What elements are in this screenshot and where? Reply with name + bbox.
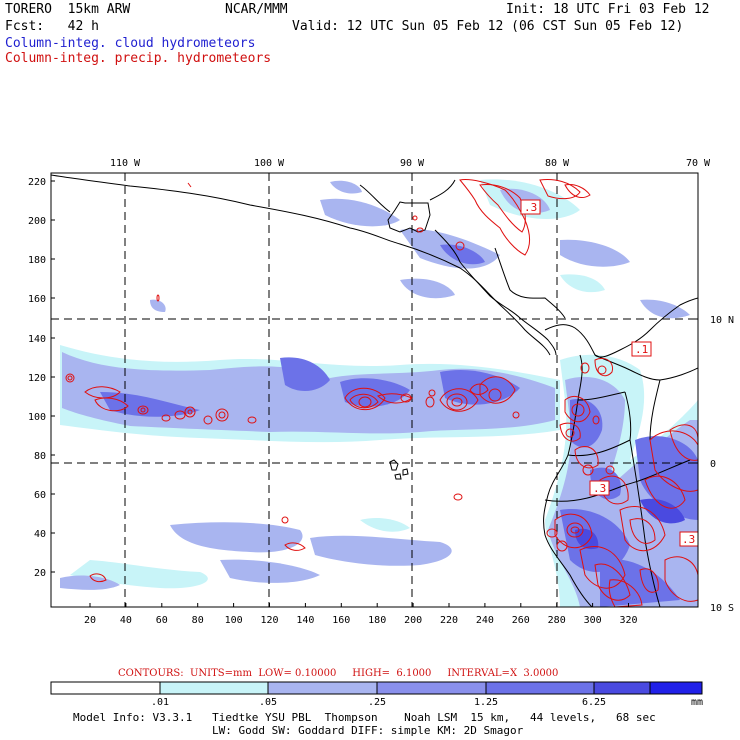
bottom-axis-label: 140 — [296, 615, 314, 626]
coastlines — [51, 174, 698, 607]
contour-label: .3 — [593, 482, 606, 495]
legend-break: .01 — [150, 697, 170, 708]
contour-labels: .3 .1 .3 .3 — [520, 199, 699, 547]
contour-info-high: HIGH= 6.1000 — [352, 668, 432, 679]
left-axis-label: 160 — [28, 294, 46, 305]
legend-colorbar — [50, 681, 703, 695]
legend-unit: mm — [690, 697, 704, 708]
top-axis-label: 110 W — [110, 158, 141, 169]
cloud-shading — [60, 179, 698, 607]
legend-swatch — [50, 681, 161, 695]
bottom-axis-label: 120 — [260, 615, 278, 626]
left-axis-label: 120 — [28, 373, 46, 384]
contour-info-interval: INTERVAL=X 3.0000 — [447, 668, 559, 679]
top-axis-label: 80 W — [545, 158, 570, 169]
legend-swatch — [593, 681, 651, 695]
bottom-axis-label: 200 — [404, 615, 422, 626]
organization: NCAR/MMM — [225, 2, 288, 17]
legend-swatch — [376, 681, 487, 695]
precip-contours — [65, 179, 698, 607]
model-title: TORERO 15km ARW — [5, 2, 131, 17]
forecast-hour: Fcst: 42 h — [5, 19, 99, 34]
contour-label: .3 — [682, 533, 695, 546]
right-axis-label: 10 N — [710, 315, 734, 326]
contour-label: .1 — [635, 343, 648, 356]
axis-ticks: 220 200 180 160 140 120 100 80 60 40 20 20 40 60 80 100… — [28, 158, 734, 626]
left-axis-label: 180 — [28, 255, 46, 266]
left-axis-label: 20 — [34, 568, 46, 579]
plot-frame — [50, 172, 699, 608]
model-physics: LW: Godd SW: Goddard DIFF: simple KM: 2D… — [212, 724, 524, 737]
graticule — [51, 173, 698, 607]
left-axis-label: 220 — [28, 177, 46, 188]
top-axis-label: 100 W — [254, 158, 285, 169]
left-axis-label: 60 — [34, 490, 46, 501]
bottom-axis-label: 220 — [440, 615, 458, 626]
legend-break: .05 — [258, 697, 278, 708]
bottom-axis-label: 320 — [619, 615, 637, 626]
model-info: Model Info: V3.3.1 Tiedtke YSU PBL Thomp… — [73, 711, 656, 724]
bottom-axis-label: 100 — [225, 615, 243, 626]
right-axis-label: 0 — [710, 459, 716, 470]
field-cloud-label: Column-integ. cloud hydrometeors — [5, 36, 256, 51]
legend-swatch — [485, 681, 595, 695]
valid-time: Valid: 12 UTC Sun 05 Feb 12 (06 CST Sun … — [292, 19, 684, 34]
bottom-axis-label: 240 — [476, 615, 494, 626]
left-axis-label: 80 — [34, 451, 46, 462]
contour-label: .3 — [524, 201, 537, 214]
legend-break: 1.25 — [473, 697, 499, 708]
left-axis-label: 100 — [28, 412, 46, 423]
bottom-axis-label: 260 — [512, 615, 530, 626]
legend-swatch — [649, 681, 703, 695]
bottom-axis-label: 60 — [156, 615, 168, 626]
top-axis-label: 90 W — [400, 158, 425, 169]
right-axis-label: 10 S — [710, 603, 734, 614]
init-time: Init: 18 UTC Fri 03 Feb 12 — [506, 2, 710, 17]
left-axis-label: 200 — [28, 216, 46, 227]
contour-info: CONTOURS: UNITS=mm LOW= 0.10000 HIGH= 6.… — [118, 668, 558, 679]
left-axis-label: 140 — [28, 334, 46, 345]
bottom-axis-label: 20 — [84, 615, 96, 626]
bottom-axis-label: 280 — [548, 615, 566, 626]
left-axis-label: 40 — [34, 529, 46, 540]
legend-swatch — [159, 681, 269, 695]
field-precip-label: Column-integ. precip. hydrometeors — [5, 51, 272, 66]
bottom-axis-label: 160 — [332, 615, 350, 626]
legend-break: 6.25 — [581, 697, 607, 708]
bottom-axis-label: 180 — [368, 615, 386, 626]
contour-info-prefix: CONTOURS: UNITS=mm LOW= 0.10000 — [118, 668, 337, 679]
bottom-axis-label: 300 — [584, 615, 602, 626]
legend-swatch — [267, 681, 378, 695]
bottom-axis-label: 40 — [120, 615, 132, 626]
bottom-axis-label: 80 — [192, 615, 204, 626]
legend-break: .25 — [367, 697, 387, 708]
top-axis-label: 70 W — [686, 158, 711, 169]
